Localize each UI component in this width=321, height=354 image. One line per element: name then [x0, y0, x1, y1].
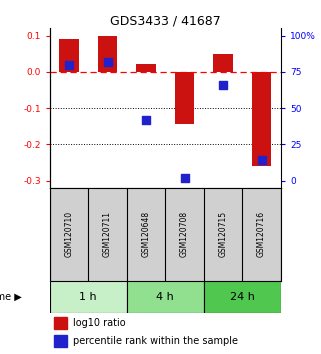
Text: GSM120708: GSM120708 [180, 211, 189, 257]
Text: GSM120716: GSM120716 [257, 211, 266, 257]
Text: percentile rank within the sample: percentile rank within the sample [73, 336, 238, 346]
Bar [50, 281, 127, 313]
Text: 1 h: 1 h [80, 292, 97, 302]
Point [182, 175, 187, 181]
Point [105, 59, 110, 64]
Point [259, 158, 264, 163]
Bar [54, 335, 67, 347]
Bar [54, 317, 67, 329]
Text: 24 h: 24 h [230, 292, 255, 302]
Bar [252, 72, 271, 166]
Text: GSM120648: GSM120648 [142, 211, 151, 257]
Bar [204, 281, 281, 313]
Point [143, 117, 149, 122]
Text: GSM120710: GSM120710 [65, 211, 74, 257]
Title: GDS3433 / 41687: GDS3433 / 41687 [110, 14, 221, 27]
Text: 4 h: 4 h [156, 292, 174, 302]
Text: log10 ratio: log10 ratio [73, 318, 126, 328]
Bar [98, 35, 117, 72]
Bar [213, 55, 233, 72]
Bar [127, 281, 204, 313]
Bar [175, 72, 194, 125]
Bar [136, 64, 156, 72]
Text: GSM120715: GSM120715 [219, 211, 228, 257]
Text: time ▶: time ▶ [0, 292, 22, 302]
Text: GSM120711: GSM120711 [103, 211, 112, 257]
Point [221, 82, 226, 88]
Point [66, 62, 72, 67]
Bar [59, 39, 79, 72]
